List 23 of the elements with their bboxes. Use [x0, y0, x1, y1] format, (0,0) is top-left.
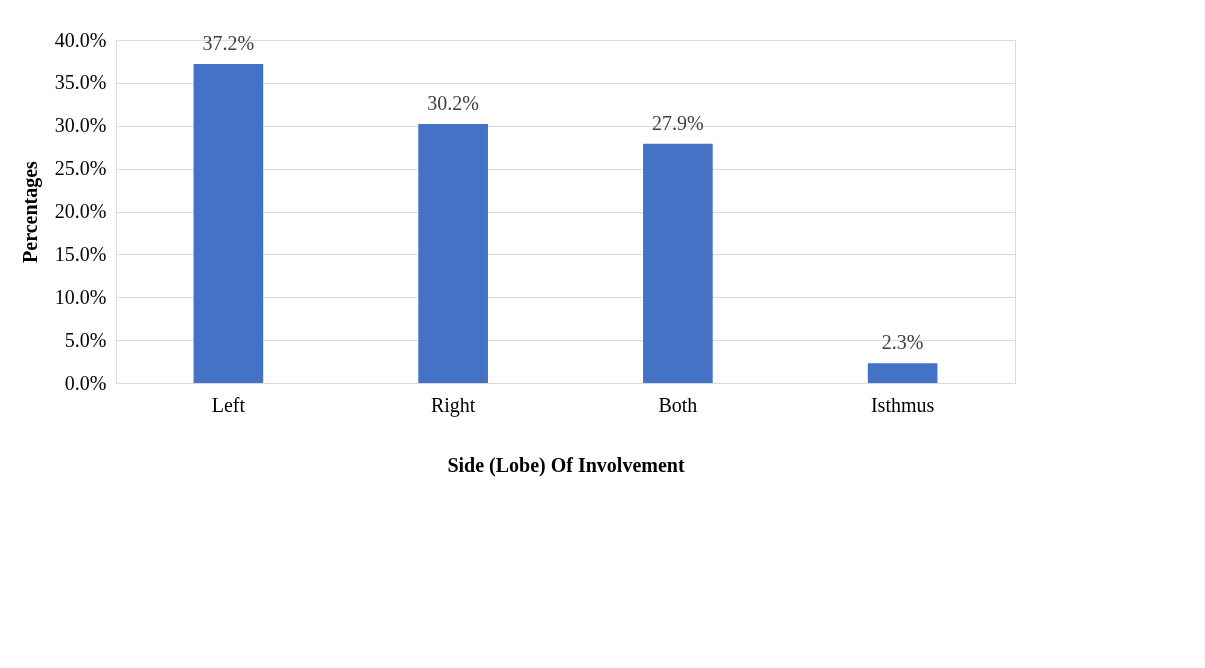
y-tick-label: 5.0%: [64, 328, 107, 351]
bar: [193, 64, 264, 383]
y-tick-label: 10.0%: [54, 285, 107, 308]
x-tick-label: Left: [211, 393, 246, 416]
y-tick-label: 25.0%: [54, 157, 107, 180]
bar: [867, 363, 938, 383]
data-label: 27.9%: [652, 111, 704, 134]
x-tick-label: Both: [658, 393, 698, 416]
y-tick-label: 30.0%: [54, 114, 107, 137]
bar: [418, 124, 488, 383]
y-tick-label: 20.0%: [54, 200, 107, 222]
y-axis-title: Percentages: [18, 160, 42, 263]
data-label: 2.3%: [881, 331, 924, 354]
bar: [643, 143, 713, 383]
y-tick-label: 15.0%: [54, 242, 107, 265]
x-axis-title: Side (Lobe) Of Involvement: [447, 453, 685, 477]
y-tick-label: 0.0%: [64, 371, 107, 394]
y-tick-label: 40.0%: [54, 28, 107, 51]
y-tick-label: 35.0%: [54, 71, 107, 94]
x-tick-label: Isthmus: [870, 393, 935, 416]
data-label: 37.2%: [202, 32, 255, 55]
x-tick-label: Right: [430, 393, 476, 417]
data-label: 30.2%: [427, 92, 479, 115]
